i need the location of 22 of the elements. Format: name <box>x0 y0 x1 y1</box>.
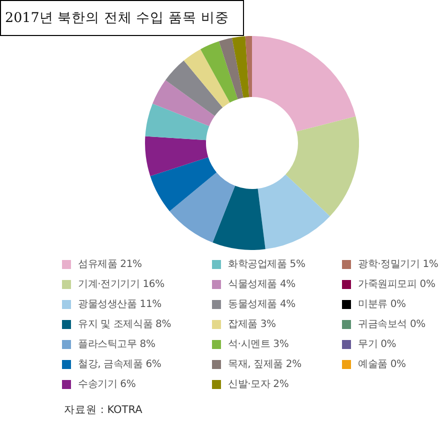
legend-label: 섬유제품 21% <box>78 258 142 271</box>
legend-label: 화학공업제품 5% <box>228 258 306 271</box>
legend-label: 석·시멘트 3% <box>228 338 289 351</box>
chart-title: 2017년 북한의 전체 수입 품목 비중 <box>0 0 244 36</box>
legend-label: 유지 및 조제식품 8% <box>78 318 172 331</box>
legend-label: 기계·전기기기 16% <box>78 278 164 291</box>
text: 자료원 : KOTRA <box>64 403 142 417</box>
legend-label: 미분류 0% <box>358 298 406 311</box>
legend-label: 목재, 짚제품 2% <box>228 358 302 371</box>
legend-label: 신발·모자 2% <box>228 378 289 391</box>
legend-label: 귀금속보석 0% <box>358 318 426 331</box>
legend-label: 가죽원피모피 0% <box>358 278 436 291</box>
legend-label: 광학·정밀기기 1% <box>358 258 438 271</box>
legend-label: 철강, 금속제품 6% <box>78 358 162 371</box>
legend-label: 예술품 0% <box>358 358 406 371</box>
legend-label: 동물성제품 4% <box>228 298 296 311</box>
legend-label: 무기 0% <box>358 338 396 351</box>
legend-label: 광물성생산품 11% <box>78 298 162 311</box>
legend-label: 잡제품 3% <box>228 318 276 331</box>
legend-label: 수송기기 6% <box>78 378 136 391</box>
legend-label: 플라스틱고무 8% <box>78 338 156 351</box>
legend-label: 식물성제품 4% <box>228 278 296 291</box>
